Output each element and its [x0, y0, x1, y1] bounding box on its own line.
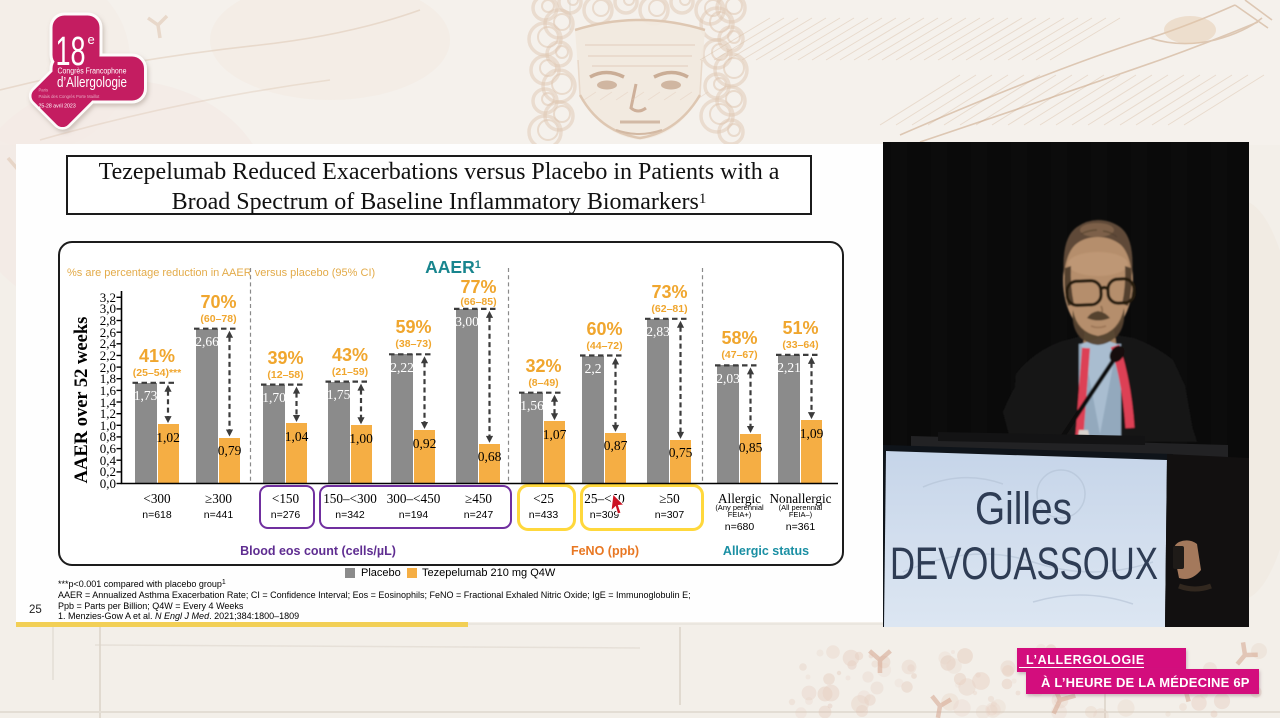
svg-text:25-28 avril 2023: 25-28 avril 2023 — [39, 104, 76, 110]
svg-text:18: 18 — [56, 28, 86, 74]
svg-text:d’Allergologie: d’Allergologie — [57, 75, 127, 91]
svg-text:Palais des Congrès Porte Mai: Palais des Congrès Porte Maillot — [39, 94, 101, 99]
svg-text:e: e — [88, 32, 95, 47]
svg-text:Paris: Paris — [39, 88, 49, 93]
svg-text:Congrès Francophone: Congrès Francophone — [58, 67, 127, 76]
svg-text:DEVOUASSOUX: DEVOUASSOUX — [890, 538, 1158, 589]
svg-text:Gilles: Gilles — [975, 483, 1072, 534]
